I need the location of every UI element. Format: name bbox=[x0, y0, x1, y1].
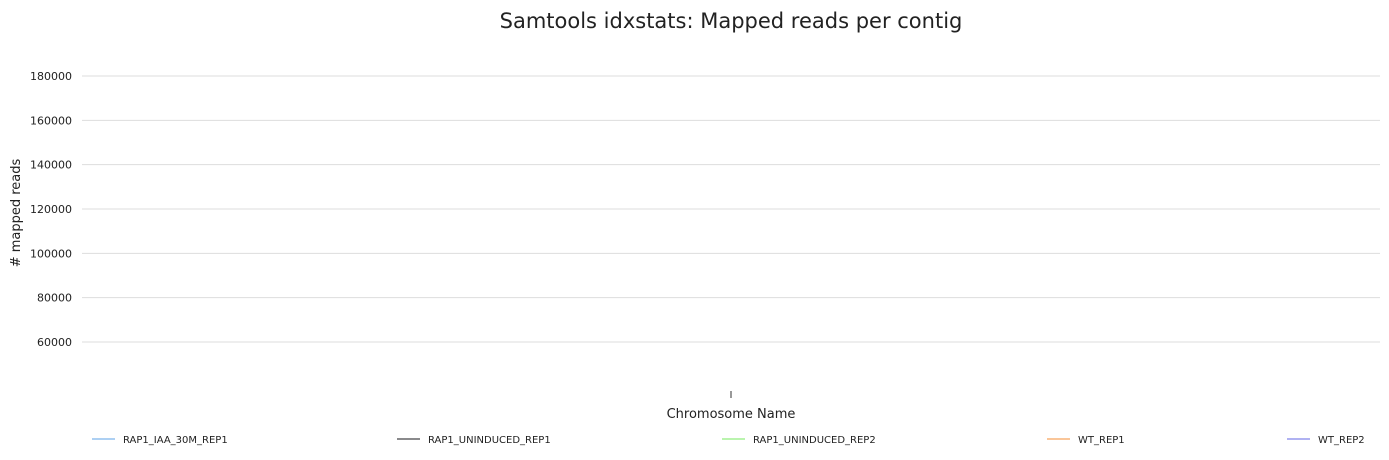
legend-item[interactable]: WT_REP1 bbox=[1047, 435, 1125, 446]
y-axis-ticks: 60000 80000 100000 120000 140000 160000 180000 bbox=[30, 70, 72, 349]
legend-label: RAP1_IAA_30M_REP1 bbox=[123, 435, 228, 446]
legend-item[interactable]: RAP1_UNINDUCED_REP2 bbox=[722, 435, 876, 446]
x-axis-label: Chromosome Name bbox=[667, 407, 796, 422]
y-tick-label: 120000 bbox=[30, 203, 72, 216]
legend: RAP1_IAA_30M_REP1 RAP1_UNINDUCED_REP1 RAP1… bbox=[92, 435, 1365, 446]
legend-item[interactable]: WT_REP2 bbox=[1287, 435, 1365, 446]
y-tick-label: 160000 bbox=[30, 114, 72, 127]
legend-label: RAP1_UNINDUCED_REP2 bbox=[753, 435, 876, 446]
y-tick-label: 140000 bbox=[30, 159, 72, 172]
y-tick-label: 60000 bbox=[37, 336, 72, 349]
legend-label: WT_REP2 bbox=[1318, 435, 1365, 446]
legend-item[interactable]: RAP1_IAA_30M_REP1 bbox=[92, 435, 228, 446]
y-axis-label: # mapped reads bbox=[9, 158, 24, 267]
legend-item[interactable]: RAP1_UNINDUCED_REP1 bbox=[397, 435, 551, 446]
legend-label: WT_REP1 bbox=[1078, 435, 1125, 446]
y-tick-label: 80000 bbox=[37, 292, 72, 305]
legend-label: RAP1_UNINDUCED_REP1 bbox=[428, 435, 551, 446]
y-tick-label: 100000 bbox=[30, 247, 72, 260]
y-tick-label: 180000 bbox=[30, 70, 72, 83]
chart-title: Samtools idxstats: Mapped reads per cont… bbox=[500, 9, 963, 33]
grid bbox=[82, 75, 1380, 343]
